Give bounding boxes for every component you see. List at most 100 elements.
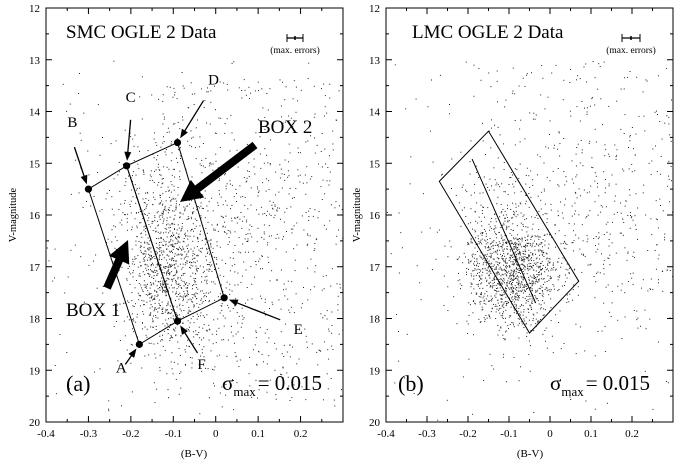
star-point bbox=[500, 307, 502, 309]
star-point bbox=[616, 149, 618, 151]
star-point bbox=[481, 274, 483, 276]
star-point bbox=[181, 254, 183, 256]
star-point bbox=[538, 236, 540, 238]
star-point bbox=[513, 212, 515, 214]
star-point bbox=[231, 217, 233, 219]
error-bar-label-lmc: (max. errors) bbox=[606, 45, 656, 56]
star-point bbox=[165, 319, 167, 321]
star-point bbox=[504, 235, 506, 237]
star-point bbox=[597, 271, 599, 273]
star-point bbox=[142, 169, 144, 171]
star-point bbox=[181, 249, 182, 251]
star-point bbox=[265, 314, 266, 316]
star-point bbox=[175, 198, 177, 200]
star-point bbox=[288, 309, 290, 311]
star-point bbox=[188, 330, 190, 332]
star-point bbox=[481, 234, 483, 236]
star-point bbox=[140, 265, 141, 267]
star-point bbox=[175, 203, 177, 205]
star-point bbox=[164, 290, 166, 291]
star-point bbox=[175, 200, 177, 202]
pointer-arrow bbox=[124, 353, 133, 365]
star-point bbox=[215, 109, 216, 111]
star-point bbox=[586, 235, 588, 237]
star-point bbox=[160, 264, 162, 266]
star-point bbox=[544, 234, 546, 236]
star-point bbox=[166, 220, 168, 222]
star-point bbox=[537, 154, 539, 156]
star-point bbox=[327, 167, 329, 168]
star-point bbox=[490, 248, 492, 250]
star-point bbox=[129, 203, 131, 205]
star-point bbox=[150, 296, 152, 298]
star-point bbox=[504, 282, 505, 284]
star-point bbox=[546, 222, 548, 224]
star-point bbox=[218, 299, 220, 301]
star-point bbox=[222, 217, 224, 219]
star-point bbox=[668, 123, 670, 125]
star-point bbox=[201, 370, 203, 372]
star-point bbox=[259, 136, 261, 138]
star-point bbox=[155, 266, 157, 268]
star-point bbox=[522, 77, 524, 79]
star-point bbox=[519, 128, 521, 130]
star-point bbox=[540, 208, 542, 210]
star-point bbox=[502, 312, 504, 314]
star-point bbox=[594, 297, 596, 299]
star-point bbox=[181, 268, 183, 270]
star-point bbox=[485, 269, 487, 271]
star-point bbox=[177, 294, 179, 295]
star-point bbox=[222, 315, 224, 317]
star-point bbox=[535, 298, 537, 300]
star-point bbox=[499, 262, 501, 264]
star-point bbox=[227, 304, 229, 306]
star-point bbox=[248, 171, 250, 172]
sigma-value: = 0.015 bbox=[258, 371, 322, 395]
star-point bbox=[256, 241, 258, 243]
star-point bbox=[154, 199, 156, 201]
star-point bbox=[142, 291, 144, 292]
star-point bbox=[579, 248, 581, 250]
star-point bbox=[534, 295, 536, 296]
star-point bbox=[356, 168, 357, 169]
star-point bbox=[280, 105, 282, 107]
lmc-box-divider bbox=[471, 158, 537, 304]
star-point bbox=[540, 274, 542, 276]
star-point bbox=[552, 262, 554, 264]
star-point bbox=[439, 74, 441, 76]
star-point bbox=[194, 228, 196, 229]
star-point bbox=[305, 212, 307, 214]
star-point bbox=[496, 290, 498, 292]
star-point bbox=[176, 248, 178, 249]
star-point bbox=[326, 310, 328, 312]
star-point bbox=[170, 266, 172, 267]
star-point bbox=[297, 175, 299, 177]
star-point bbox=[208, 339, 210, 341]
star-point bbox=[261, 255, 263, 257]
star-point bbox=[551, 335, 553, 337]
star-point bbox=[527, 260, 529, 262]
star-point bbox=[473, 275, 475, 277]
star-point bbox=[514, 303, 516, 305]
star-point bbox=[159, 289, 161, 291]
star-point bbox=[642, 91, 644, 93]
star-point bbox=[200, 205, 202, 207]
star-point bbox=[530, 239, 532, 240]
star-point bbox=[204, 217, 206, 219]
star-point bbox=[443, 305, 445, 306]
star-point bbox=[293, 312, 295, 314]
star-point bbox=[488, 301, 490, 302]
star-point bbox=[509, 250, 511, 252]
star-point bbox=[210, 239, 212, 241]
star-point bbox=[295, 293, 297, 295]
star-point bbox=[175, 205, 177, 207]
star-point bbox=[176, 271, 178, 273]
lmc-box-outline bbox=[438, 130, 580, 334]
star-point bbox=[52, 280, 54, 282]
star-point bbox=[170, 238, 172, 240]
star-point bbox=[158, 98, 160, 100]
star-point bbox=[480, 204, 482, 206]
star-point bbox=[505, 274, 507, 276]
star-point bbox=[245, 269, 247, 271]
star-point bbox=[187, 251, 189, 253]
